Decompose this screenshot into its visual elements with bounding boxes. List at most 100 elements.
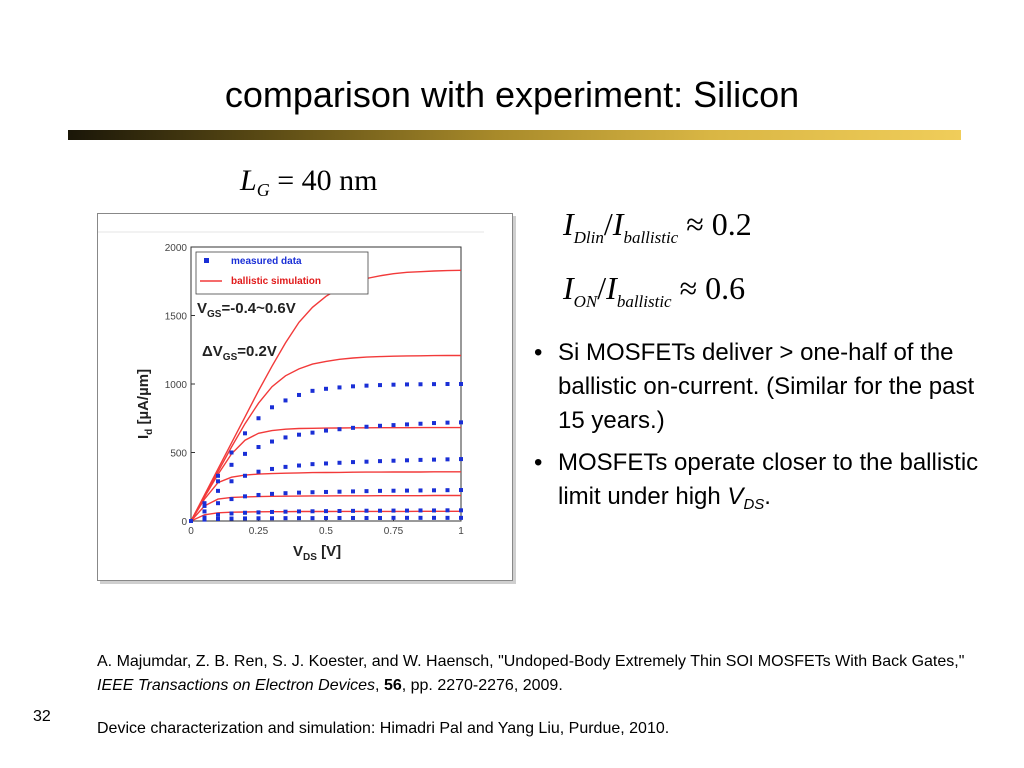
y-tick-label: 1000 [165, 380, 188, 391]
measured-data-point [405, 458, 409, 463]
measured-data-point [432, 488, 436, 493]
x-tick-label: 0.75 [384, 526, 404, 537]
measured-data-point [337, 427, 342, 432]
measured-data-point [243, 516, 247, 521]
measured-data-point [216, 501, 220, 506]
measured-data-point [418, 382, 423, 387]
legend-measured-marker [204, 258, 209, 263]
y-tick-label: 500 [170, 449, 187, 460]
bullet-marker: • [534, 449, 543, 476]
measured-data-point [378, 488, 382, 493]
measured-data-point [202, 503, 207, 508]
measured-data-point [270, 509, 274, 514]
measured-data-point [445, 382, 450, 386]
measured-data-point [324, 489, 328, 494]
measured-data-point [283, 509, 288, 514]
on-current-ratio: ION/Iballistic ≈ 0.6 [563, 270, 745, 312]
citation-volume: 56 [383, 677, 402, 694]
linear-current-ratio: IDlin/Iballistic ≈ 0.2 [563, 206, 752, 248]
ratio-value: ≈ 0.2 [686, 206, 752, 242]
measured-data-point [270, 516, 274, 521]
measured-data-point [324, 461, 328, 466]
vgs-range-annotation: VGS=-0.4~0.6V [197, 300, 296, 320]
measured-data-point [391, 488, 396, 493]
measured-data-point [378, 423, 382, 428]
bullet-text: MOSFETs operate closer to the ballistic … [558, 449, 979, 510]
measured-data-point [310, 509, 315, 514]
ratio-denominator-subscript: ballistic [623, 228, 679, 247]
ratio-numerator-subscript: ON [573, 292, 598, 311]
bullet-variable-subscript: DS [743, 496, 765, 513]
measured-data-point [310, 388, 315, 393]
citation-authors-title: A. Majumdar, Z. B. Ren, S. J. Koester, a… [97, 653, 965, 670]
measured-data-point [418, 508, 423, 513]
simulation-curve [190, 426, 461, 522]
measured-data-point [405, 508, 409, 513]
bullet-variable: V [727, 483, 744, 510]
vgs-step-annotation: ΔVGS=0.2V [202, 343, 277, 363]
measured-data-point [445, 515, 450, 520]
x-axis-label: VDS [V] [293, 543, 341, 563]
measured-data-point [391, 515, 396, 520]
measured-data-point [297, 509, 301, 514]
measured-data-point [297, 516, 301, 521]
y-axis-ticks: 0 500 1000 1500 2000 [165, 243, 195, 528]
measured-data-point [243, 431, 247, 436]
ratio-denominator: I [606, 270, 617, 306]
measured-data-point [337, 515, 342, 520]
measured-data-point [337, 489, 342, 494]
measured-data-point [324, 515, 328, 520]
measured-data-point [270, 491, 274, 496]
measured-data-point [256, 416, 261, 421]
measured-data-point [351, 489, 355, 494]
measured-data-point [459, 382, 463, 386]
legend-measured-label: measured data [231, 256, 302, 267]
measured-data-point [283, 491, 288, 496]
x-tick-label: 0.25 [249, 526, 269, 537]
measured-data-point [432, 421, 436, 426]
measured-data-point [202, 509, 207, 514]
measured-data-point [351, 508, 355, 513]
bullet-text: Si MOSFETs deliver > one-half of the bal… [558, 339, 975, 434]
measured-data-point [405, 382, 409, 387]
measured-data-point [418, 457, 423, 462]
measured-data-point [297, 490, 301, 495]
ratio-slash: / [603, 206, 613, 242]
gate-length-symbol: L [240, 164, 257, 197]
measured-data-point [391, 458, 396, 463]
simulation-curve [190, 269, 462, 522]
measured-data-point [216, 512, 220, 517]
measured-data-point [378, 383, 382, 388]
x-tick-label: 0 [188, 526, 194, 537]
measured-data-point [256, 492, 261, 497]
measured-data-point [324, 386, 328, 391]
bullet-list: • Si MOSFETs deliver > one-half of the b… [534, 336, 1004, 530]
measured-data-point [216, 516, 220, 521]
y-tick-label: 0 [181, 517, 187, 528]
measured-data-point [459, 420, 463, 425]
measured-data-point [243, 510, 247, 515]
measured-data-point [256, 445, 261, 450]
chart-figure: 0 500 1000 1500 2000 0 0.25 0.5 0.75 1 measured … [97, 213, 513, 581]
measured-data-point [418, 488, 423, 493]
legend-box [195, 251, 369, 295]
measured-data-point [337, 385, 342, 390]
measured-data-point [297, 392, 301, 397]
gate-length-subscript: G [256, 180, 270, 200]
measured-data-point [432, 508, 436, 513]
measured-data-point [351, 425, 355, 430]
legend-simulation-label: ballistic simulation [231, 276, 321, 287]
bullet-item: • MOSFETs operate closer to the ballisti… [534, 446, 1004, 522]
measured-data-point [243, 451, 247, 456]
measured-data-point [229, 450, 234, 455]
simulation-curve [190, 354, 461, 522]
measured-data-point [432, 382, 436, 387]
measured-data-point [283, 464, 288, 469]
x-tick-label: 1 [458, 526, 464, 537]
citation-separator: , [375, 677, 384, 694]
measured-data-point [310, 516, 315, 521]
measured-data-point [229, 511, 234, 516]
measured-data-point [459, 508, 463, 513]
citation-journal: IEEE Transactions on Electron Devices [97, 677, 376, 694]
measured-data-point [283, 435, 288, 440]
